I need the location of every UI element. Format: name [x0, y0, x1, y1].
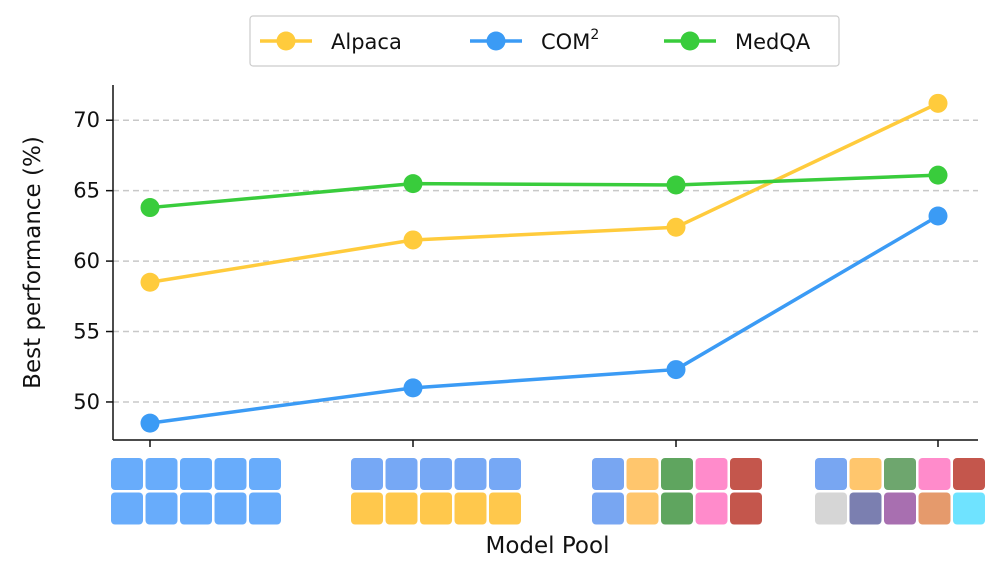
- model-pool-2: [351, 458, 521, 525]
- model-square: [111, 458, 143, 490]
- data-point: [666, 360, 686, 380]
- x-axis-label: Model Pool: [486, 533, 610, 559]
- model-square: [730, 458, 762, 490]
- model-square: [626, 492, 659, 525]
- model-pool-1: [111, 458, 281, 525]
- y-tick-label: 55: [73, 320, 100, 344]
- series-line: [149, 173, 939, 210]
- data-point: [140, 198, 160, 218]
- model-square: [953, 458, 985, 490]
- model-square: [626, 458, 659, 490]
- data-point: [928, 206, 948, 226]
- model-square: [953, 492, 985, 525]
- data-point: [140, 413, 160, 433]
- model-square: [695, 492, 728, 525]
- model-pool-3: [592, 458, 762, 525]
- legend-box: [249, 15, 840, 67]
- model-square: [592, 492, 624, 525]
- model-square: [489, 458, 521, 490]
- model-square: [420, 458, 452, 490]
- model-square: [918, 458, 951, 490]
- model-square: [111, 492, 143, 525]
- legend-marker: [486, 31, 506, 51]
- data-point: [403, 378, 423, 398]
- model-square: [385, 458, 418, 490]
- data-point: [928, 165, 948, 185]
- model-square: [454, 492, 487, 525]
- model-square: [695, 458, 728, 490]
- model-square: [385, 492, 418, 525]
- series-medqa: [140, 165, 948, 218]
- model-square: [815, 458, 847, 490]
- model-square: [180, 492, 212, 525]
- x-ticks: [149, 440, 939, 447]
- data-point: [666, 217, 686, 237]
- model-square: [849, 492, 882, 525]
- series-alpaca: [140, 93, 948, 292]
- data-point: [403, 230, 423, 250]
- model-square: [661, 458, 693, 490]
- legend-marker: [276, 31, 296, 51]
- legend-marker: [680, 31, 700, 51]
- legend-item-alpaca: Alpaca: [260, 30, 402, 54]
- y-tick-label: 65: [73, 179, 100, 203]
- series-line: [149, 214, 939, 425]
- model-square: [661, 492, 693, 525]
- series: [140, 93, 948, 433]
- model-pools: [111, 458, 985, 525]
- model-pool-4: [815, 458, 985, 525]
- series-line: [149, 101, 939, 284]
- model-square: [918, 492, 951, 525]
- data-point: [403, 174, 423, 194]
- data-point: [140, 272, 160, 292]
- y-tick-label: 60: [73, 249, 100, 273]
- data-point: [666, 175, 686, 195]
- model-square: [454, 458, 487, 490]
- model-square: [730, 492, 762, 525]
- legend-item-com: COM2: [470, 27, 599, 54]
- model-square: [145, 458, 178, 490]
- legend-label: Alpaca: [331, 30, 402, 54]
- gridlines: [113, 119, 978, 403]
- legend-item-medqa: MedQA: [664, 30, 811, 54]
- model-square: [180, 458, 212, 490]
- model-square: [884, 492, 916, 525]
- y-tick-label: 70: [73, 108, 100, 132]
- model-square: [351, 492, 383, 525]
- axes: [112, 85, 978, 441]
- series-com: [140, 206, 948, 433]
- y-ticks: 50 55 60 65 70: [73, 108, 113, 414]
- model-square: [249, 458, 281, 490]
- model-square: [249, 492, 281, 525]
- model-square: [351, 458, 383, 490]
- model-square: [884, 458, 916, 490]
- model-square: [420, 492, 452, 525]
- legend-label: COM2: [541, 27, 599, 54]
- model-square: [849, 458, 882, 490]
- y-tick-label: 50: [73, 390, 100, 414]
- model-square: [815, 492, 847, 525]
- model-square: [214, 492, 247, 525]
- data-point: [928, 93, 948, 113]
- model-square: [592, 458, 624, 490]
- model-square: [145, 492, 178, 525]
- model-square: [489, 492, 521, 525]
- legend: Alpaca COM2 MedQA: [249, 15, 840, 67]
- y-axis-label: Best performance (%): [20, 136, 46, 389]
- legend-label: MedQA: [735, 30, 811, 54]
- model-square: [214, 458, 247, 490]
